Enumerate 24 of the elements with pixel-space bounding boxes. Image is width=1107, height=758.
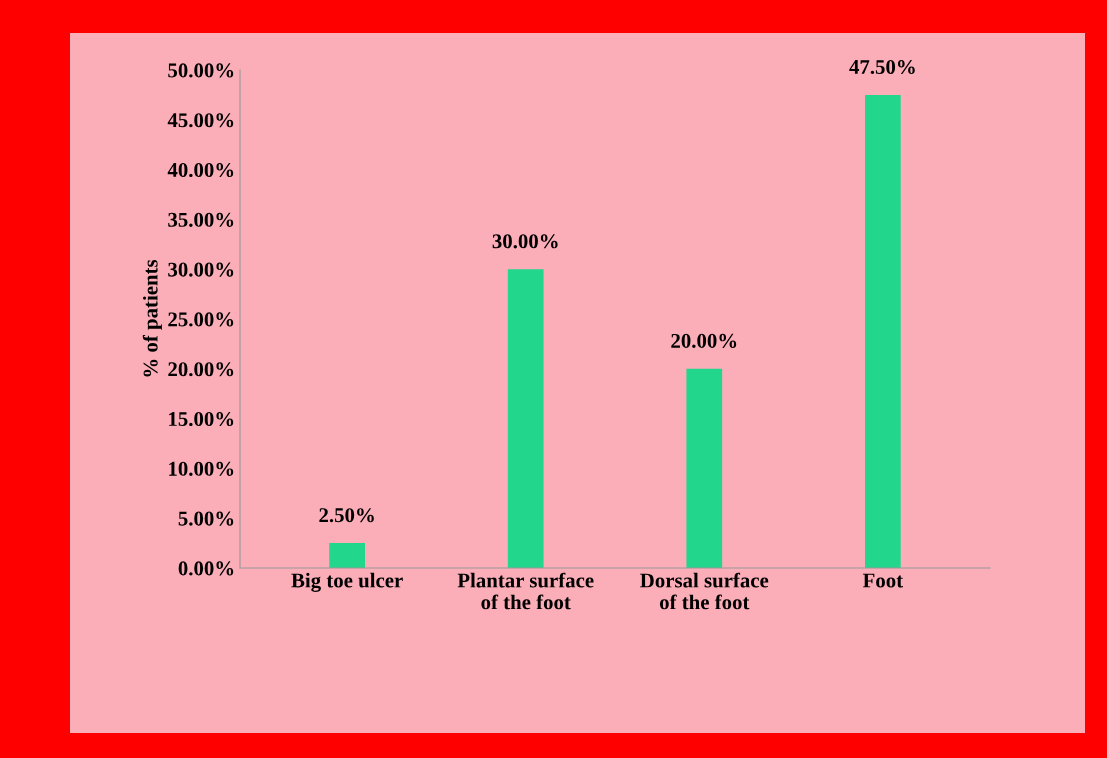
data-label: 2.50% bbox=[319, 508, 374, 523]
y-tick-label: 25.00% bbox=[168, 312, 234, 327]
data-label: 20.00% bbox=[671, 333, 737, 348]
x-tick-label: Dorsal surface of the foot bbox=[640, 572, 769, 610]
bar bbox=[865, 94, 901, 568]
data-label: 30.00% bbox=[492, 234, 558, 249]
x-tick-label: Foot bbox=[862, 573, 904, 588]
y-tick-label: 20.00% bbox=[168, 362, 234, 377]
data-label: 47.50% bbox=[849, 59, 915, 75]
bar bbox=[329, 543, 365, 568]
y-tick-label: 30.00% bbox=[168, 262, 234, 277]
y-tick-label: 5.00% bbox=[178, 511, 234, 526]
y-tick-label: 50.00% bbox=[168, 63, 234, 78]
y-axis-title: % of patients bbox=[142, 259, 162, 377]
x-tick-label: Big toe ulcer bbox=[291, 572, 403, 592]
y-tick-label: 40.00% bbox=[167, 162, 234, 178]
y-tick-label: 45.00% bbox=[167, 113, 234, 128]
bar bbox=[686, 368, 723, 568]
y-tick-label: 35.00% bbox=[168, 212, 234, 227]
y-tick-label: 0.00% bbox=[178, 561, 234, 576]
bar bbox=[507, 269, 544, 568]
y-tick-label: 15.00% bbox=[169, 411, 234, 427]
x-tick-label: Plantar surface of the foot bbox=[457, 572, 594, 610]
y-tick-label: 10.00% bbox=[169, 461, 234, 476]
